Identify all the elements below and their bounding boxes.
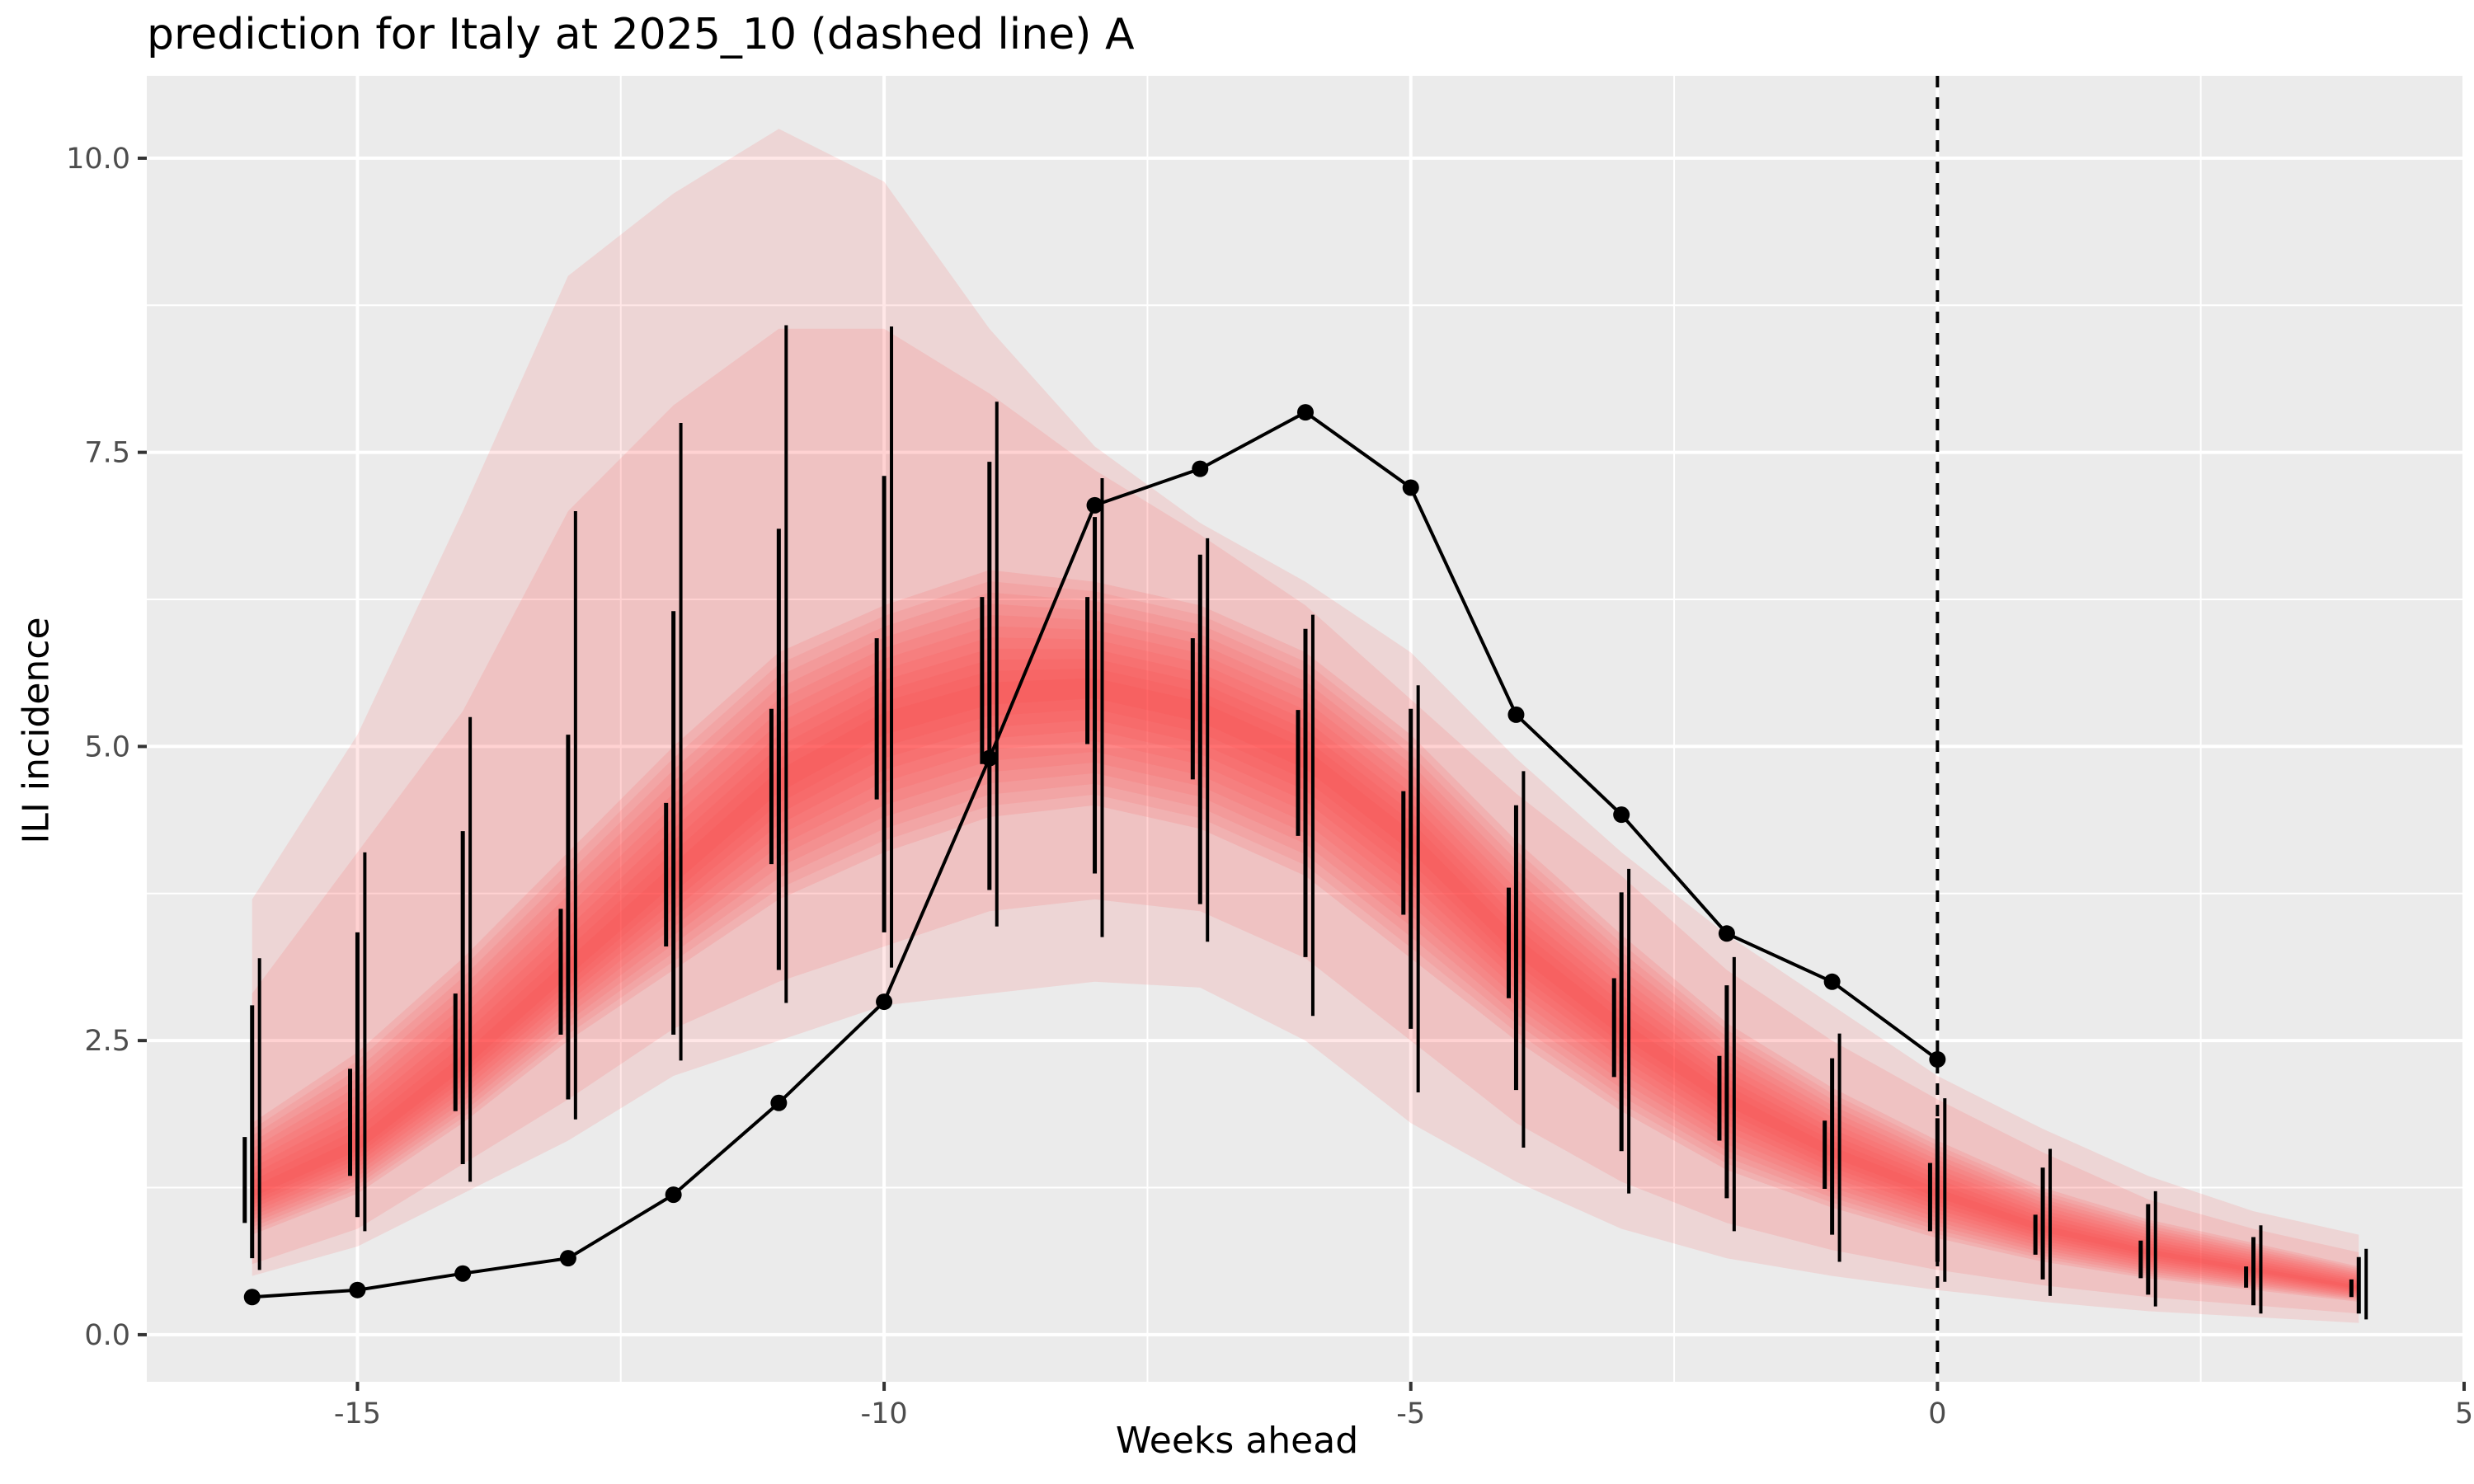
x-axis-ticks: -15 -10 -5 0 5	[334, 1382, 2473, 1430]
chart-title: prediction for Italy at 2025_10 (dashed …	[147, 10, 1135, 59]
y-tick-label: 5.0	[84, 730, 130, 763]
observed-point	[1507, 706, 1525, 723]
observed-point	[1823, 973, 1841, 990]
observed-point	[1086, 496, 1103, 514]
y-tick-label: 0.0	[84, 1319, 130, 1352]
observed-series	[243, 404, 1946, 1306]
y-tick-label: 7.5	[84, 437, 130, 470]
observed-point	[876, 993, 893, 1011]
x-axis-title: Weeks ahead	[1115, 1420, 1359, 1462]
y-axis-ticks: 0.0 2.5 5.0 7.5 10.0	[66, 143, 147, 1352]
observed-point	[243, 1289, 261, 1306]
observed-point	[1929, 1050, 1946, 1068]
observed-point	[665, 1186, 682, 1204]
observed-point	[1297, 404, 1314, 421]
x-tick-label: -10	[861, 1397, 908, 1430]
observed-point	[1192, 460, 1209, 477]
observed-point	[454, 1265, 472, 1282]
x-tick-label: -5	[1396, 1397, 1425, 1430]
x-tick-label: 5	[2455, 1397, 2473, 1430]
observed-point	[1613, 806, 1630, 824]
observed-point	[1718, 925, 1735, 942]
y-axis-title: ILI incidence	[15, 617, 58, 844]
interval-bars	[242, 325, 2368, 1320]
observed-point	[981, 749, 998, 767]
y-tick-label: 10.0	[66, 143, 130, 176]
observed-point	[349, 1281, 366, 1298]
observed-point	[559, 1250, 576, 1267]
observed-point	[1402, 479, 1419, 496]
x-tick-label: 0	[1928, 1397, 1946, 1430]
x-tick-label: -15	[334, 1397, 381, 1430]
y-tick-label: 2.5	[84, 1025, 130, 1058]
observed-point	[770, 1094, 788, 1111]
